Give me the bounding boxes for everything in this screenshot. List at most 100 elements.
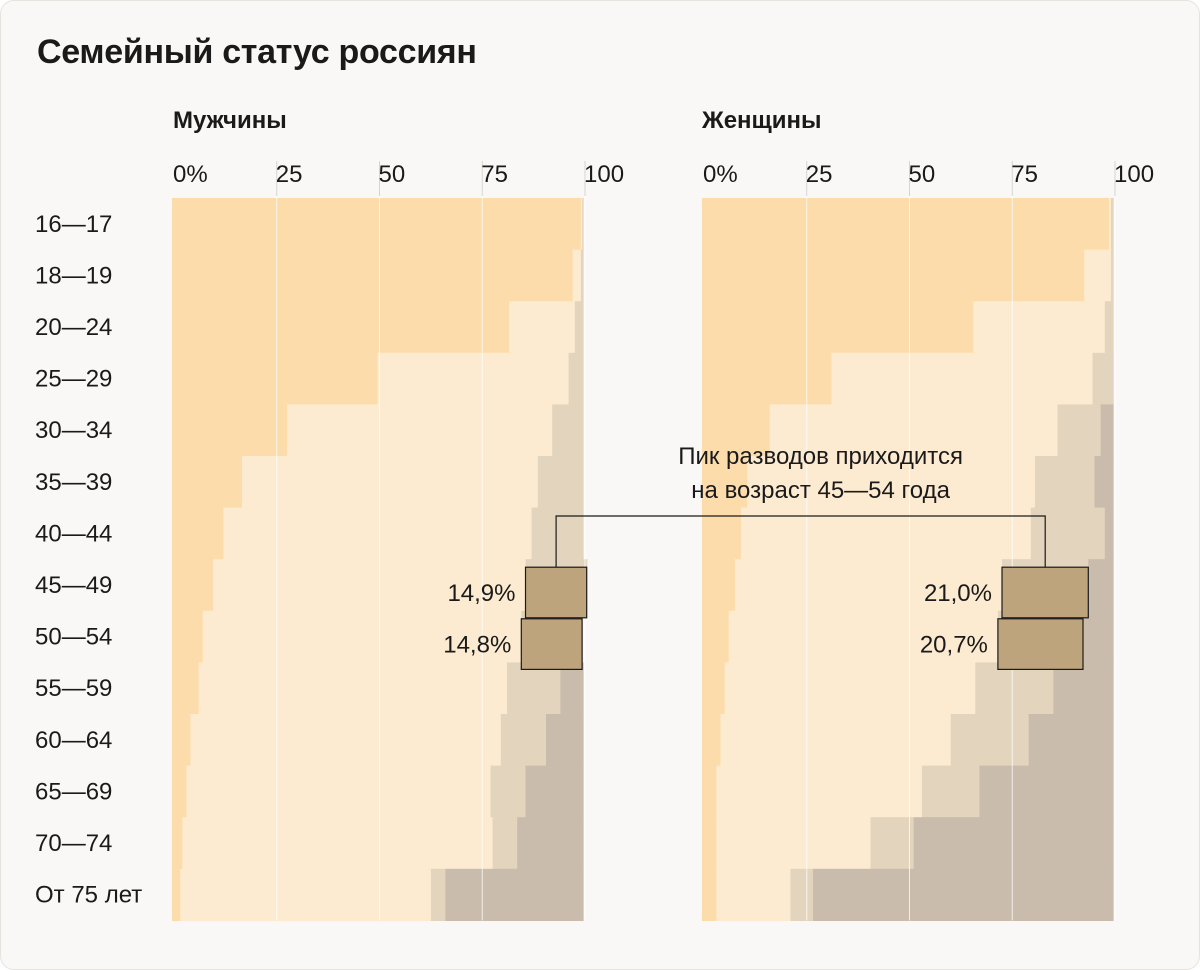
bar-segment xyxy=(702,868,717,921)
bar-segment xyxy=(182,817,494,870)
bar-segment xyxy=(1092,352,1114,405)
bar-segment xyxy=(870,817,915,870)
bar-segment xyxy=(445,868,584,921)
bar-segment xyxy=(702,662,726,715)
bar-segment xyxy=(702,352,833,405)
x-tick-label: 75 xyxy=(1011,161,1038,188)
bar-segment xyxy=(198,662,508,715)
bar-segment xyxy=(973,301,1106,354)
category-label: 16—17 xyxy=(35,211,112,238)
bar-segment xyxy=(537,456,584,509)
bar-segment xyxy=(734,559,1003,612)
category-label: 40—44 xyxy=(35,520,112,547)
divorce-value-label: 14,8% xyxy=(443,632,511,659)
bar-segment xyxy=(580,198,583,251)
bar-segment xyxy=(702,198,1110,251)
category-label: От 75 лет xyxy=(35,882,142,909)
bar-segment xyxy=(702,301,974,354)
bar-segment xyxy=(950,714,1030,767)
bar-segment xyxy=(831,352,1094,405)
bar-segment xyxy=(582,198,584,251)
bar-segment xyxy=(560,662,584,715)
bar-segment xyxy=(702,456,748,509)
bar-segment xyxy=(724,662,976,715)
annotation-text: Пик разводов приходится xyxy=(678,443,963,470)
bar-segment xyxy=(172,610,204,663)
bar-segment xyxy=(430,868,446,921)
bar-segment xyxy=(172,404,288,457)
bar-segment xyxy=(921,765,980,818)
annotation-text: на возраст 45—54 года xyxy=(691,477,950,504)
bar-segment xyxy=(1088,559,1114,612)
category-label: 18—19 xyxy=(35,262,112,289)
bar-segment xyxy=(790,868,814,921)
bar-segment xyxy=(172,507,224,560)
bar-segment xyxy=(525,765,584,818)
bar-segment xyxy=(747,456,1036,509)
bar-segment xyxy=(552,404,584,457)
bar-segment xyxy=(172,714,192,767)
bar-segment xyxy=(546,714,584,767)
bar-segment xyxy=(913,817,1114,870)
bar-segment xyxy=(172,662,200,715)
category-label: 30—34 xyxy=(35,417,112,444)
bar-segment xyxy=(172,301,510,354)
highlight-box xyxy=(1001,566,1089,619)
highlight-box xyxy=(997,618,1084,670)
bar-segment xyxy=(574,301,584,354)
divorce-value-label: 20,7% xyxy=(920,632,988,659)
bar-segment xyxy=(568,352,584,405)
x-tick-label: 25 xyxy=(806,161,833,188)
bar-segment xyxy=(716,868,791,921)
bar-segment xyxy=(287,404,553,457)
bar-segment xyxy=(769,404,1059,457)
bar-segment xyxy=(580,249,584,302)
category-label: 60—64 xyxy=(35,727,112,754)
bar-segment xyxy=(975,662,1054,715)
x-tick-label: 50 xyxy=(909,161,936,188)
bar-segment xyxy=(172,198,582,251)
bar-segment xyxy=(979,765,1114,818)
annotation-connector xyxy=(555,515,1046,568)
bar-segment xyxy=(180,868,432,921)
bar-segment xyxy=(241,456,539,509)
bar-segment xyxy=(702,610,730,663)
divorce-value-label: 14,9% xyxy=(447,580,515,607)
category-label: 65—69 xyxy=(35,778,112,805)
panel-title-women: Женщины xyxy=(702,107,822,134)
bar-segment xyxy=(1057,404,1102,457)
bar-segment xyxy=(172,765,187,818)
bar-segment xyxy=(377,352,570,405)
highlight-box xyxy=(520,618,583,670)
bar-segment xyxy=(1053,662,1114,715)
bar-segment xyxy=(702,404,771,457)
bar-segment xyxy=(1104,507,1114,560)
bar-segment xyxy=(500,714,547,767)
bar-segment xyxy=(1100,404,1114,457)
x-tick-label: 100 xyxy=(584,161,624,188)
x-tick-label: 100 xyxy=(1114,161,1154,188)
bar-segment xyxy=(172,868,181,921)
bar-segment xyxy=(813,868,1114,921)
category-label: 35—39 xyxy=(35,469,112,496)
divorce-value-label: 21,0% xyxy=(924,580,992,607)
category-label: 55—59 xyxy=(35,675,112,702)
x-tick-label: 25 xyxy=(276,161,303,188)
x-tick-label: 75 xyxy=(481,161,508,188)
bar-segment xyxy=(1028,714,1114,767)
category-label: 45—49 xyxy=(35,572,112,599)
bar-segment xyxy=(1110,249,1114,302)
bar-segment xyxy=(702,559,736,612)
bar-segment xyxy=(172,559,214,612)
bar-segment xyxy=(728,610,999,663)
chart-title: Семейный статус россиян xyxy=(37,33,477,71)
category-label: 50—54 xyxy=(35,624,112,651)
bar-segment xyxy=(720,714,952,767)
bar-segment xyxy=(517,817,584,870)
bar-segment xyxy=(223,507,533,560)
bar-segment xyxy=(1094,456,1114,509)
bar-segment xyxy=(1084,249,1112,302)
bar-segment xyxy=(702,249,1085,302)
